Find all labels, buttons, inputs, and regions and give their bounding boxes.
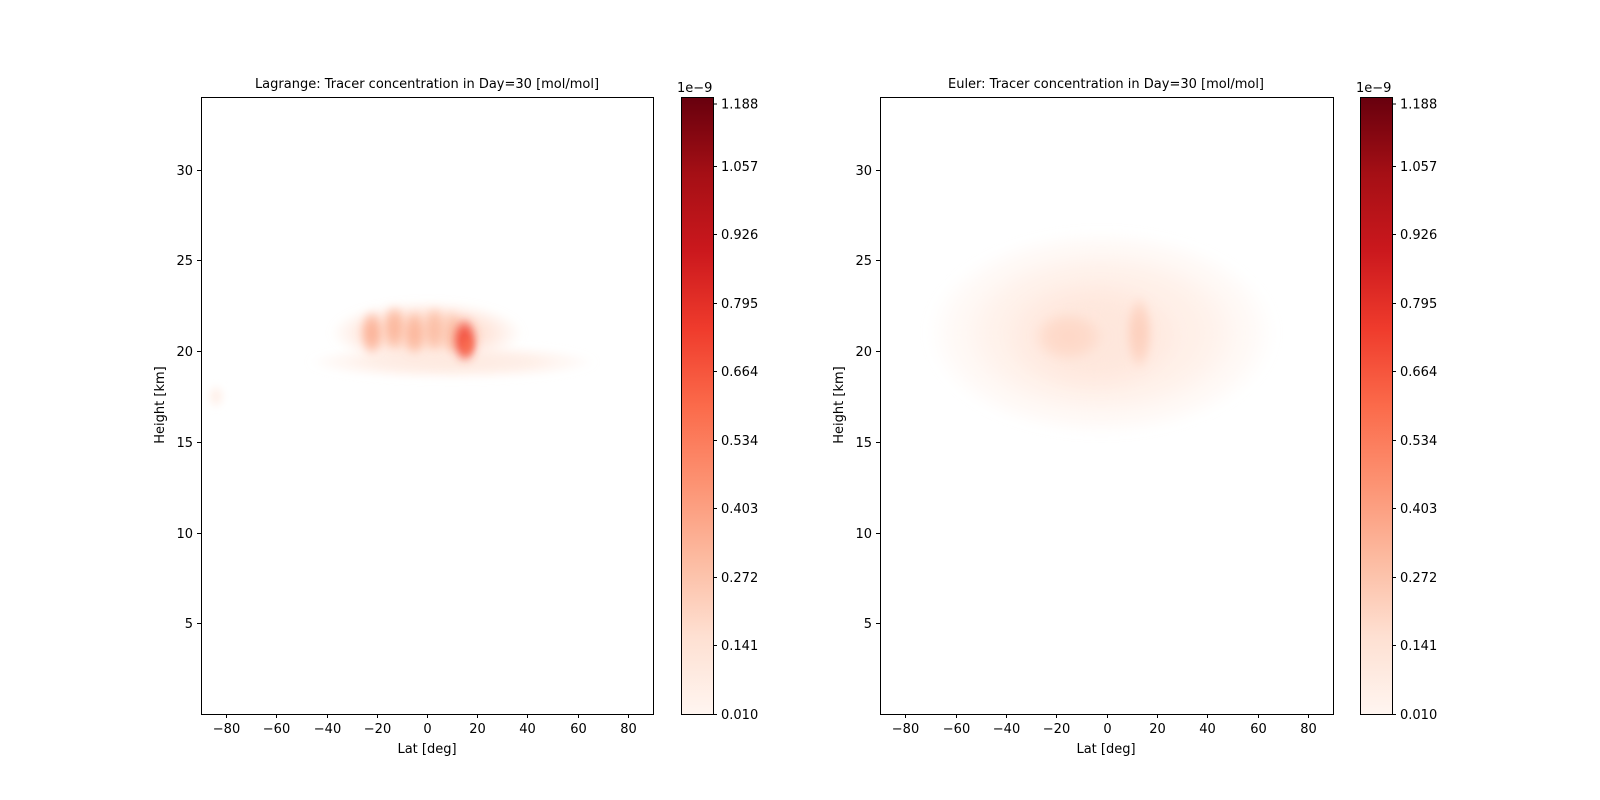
x-tick-label: −20 — [1043, 722, 1070, 737]
y-tick-label: 20 — [855, 345, 872, 360]
x-axis-label: Lat [deg] — [397, 742, 456, 757]
y-tick-label: 25 — [855, 254, 872, 269]
x-axis: −80 −60 −40 −20 0 20 40 60 80 — [892, 714, 1317, 737]
concentration-blob — [1125, 295, 1154, 371]
x-axis-label: Lat [deg] — [1076, 742, 1135, 757]
plot-background — [201, 97, 653, 714]
y-tick-label: 30 — [855, 164, 872, 179]
concentration-blob — [460, 334, 474, 358]
x-tick-label: −40 — [993, 722, 1020, 737]
y-tick-label: 5 — [864, 617, 872, 632]
colorbar-tick-label: 1.057 — [721, 160, 758, 175]
x-tick-label: −60 — [263, 722, 290, 737]
x-axis: −80 −60 −40 −20 0 20 40 60 80 — [213, 714, 637, 737]
x-tick-label: −40 — [314, 722, 341, 737]
x-tick-label: −60 — [943, 722, 970, 737]
colorbar-tick-label: 0.272 — [721, 571, 758, 586]
colorbar-tick-label: 0.795 — [1400, 297, 1437, 312]
colorbar-frame — [1360, 97, 1393, 715]
chart-lagrange: Lagrange: Tracer concentration in Day=30… — [153, 77, 758, 757]
colorbar-tick-label: 0.010 — [1400, 708, 1437, 723]
colorbar: 0.010 0.141 0.272 0.403 0.534 0.664 0.795 0.926… — [1360, 97, 1437, 723]
colorbar-multiplier: 1e−9 — [1356, 81, 1391, 96]
colorbar-tick-label: 0.534 — [721, 434, 758, 449]
concentration-blob — [1032, 310, 1105, 363]
x-tick-label: −20 — [364, 722, 391, 737]
x-tick-label: 0 — [1103, 722, 1111, 737]
colorbar-gradient — [1360, 97, 1392, 714]
y-tick-label: 30 — [176, 164, 193, 179]
colorbar-multiplier: 1e−9 — [677, 81, 712, 96]
y-axis-label: Height [km] — [832, 366, 847, 443]
y-tick-label: 20 — [176, 345, 193, 360]
colorbar-tick-label: 0.403 — [721, 502, 758, 517]
x-tick-label: 20 — [469, 722, 486, 737]
x-tick-label: −80 — [892, 722, 919, 737]
colorbar-tick-label: 0.664 — [1400, 365, 1437, 380]
y-tick-label: 25 — [176, 254, 193, 269]
x-tick-label: 40 — [519, 722, 536, 737]
x-tick-label: 20 — [1149, 722, 1166, 737]
y-axis-label: Height [km] — [153, 366, 168, 443]
colorbar-frame — [681, 97, 714, 715]
x-tick-label: 60 — [1250, 722, 1267, 737]
chart-euler: Euler: Tracer concentration in Day=30 [m… — [832, 77, 1437, 757]
colorbar-tick-label: 0.141 — [721, 639, 758, 654]
concentration-blob — [402, 309, 427, 357]
colorbar-tick-label: 0.010 — [721, 708, 758, 723]
colorbar-tick-label: 0.664 — [721, 365, 758, 380]
concentration-blob — [422, 306, 447, 353]
colorbar-tick-label: 0.795 — [721, 297, 758, 312]
colorbar-tick-label: 0.403 — [1400, 502, 1437, 517]
chart-title: Euler: Tracer concentration in Day=30 [m… — [948, 77, 1264, 92]
x-tick-label: −80 — [213, 722, 240, 737]
colorbar: 0.010 0.141 0.272 0.403 0.534 0.664 0.795 0.926… — [681, 97, 758, 723]
colorbar-gradient — [681, 97, 713, 714]
y-tick-label: 10 — [176, 527, 193, 542]
colorbar-tick-label: 1.188 — [1400, 98, 1437, 113]
x-tick-label: 80 — [620, 722, 637, 737]
plot-area — [201, 97, 653, 714]
concentration-blob — [307, 344, 597, 380]
y-tick-label: 15 — [855, 436, 872, 451]
x-tick-label: 0 — [423, 722, 431, 737]
y-tick-label: 10 — [855, 527, 872, 542]
y-axis: 5 10 15 20 25 30 — [176, 164, 201, 632]
concentration-blob — [382, 304, 407, 351]
chart-title: Lagrange: Tracer concentration in Day=30… — [255, 77, 599, 92]
colorbar-tick-label: 1.188 — [721, 98, 758, 113]
x-tick-label: 40 — [1199, 722, 1216, 737]
colorbar-tick-label: 0.926 — [721, 228, 758, 243]
x-tick-label: 60 — [570, 722, 587, 737]
colorbar-tick-label: 0.141 — [1400, 639, 1437, 654]
colorbar-tick-label: 1.057 — [1400, 160, 1437, 175]
colorbar-tick-label: 0.926 — [1400, 228, 1437, 243]
plot-area — [880, 97, 1333, 714]
colorbar-tick-label: 0.534 — [1400, 434, 1437, 449]
concentration-blob — [208, 384, 225, 409]
y-tick-label: 5 — [185, 617, 193, 632]
y-tick-label: 15 — [176, 436, 193, 451]
colorbar-tick-label: 0.272 — [1400, 571, 1437, 586]
concentration-blob — [359, 309, 384, 357]
x-tick-label: 80 — [1300, 722, 1317, 737]
y-axis: 5 10 15 20 25 30 — [855, 164, 880, 632]
